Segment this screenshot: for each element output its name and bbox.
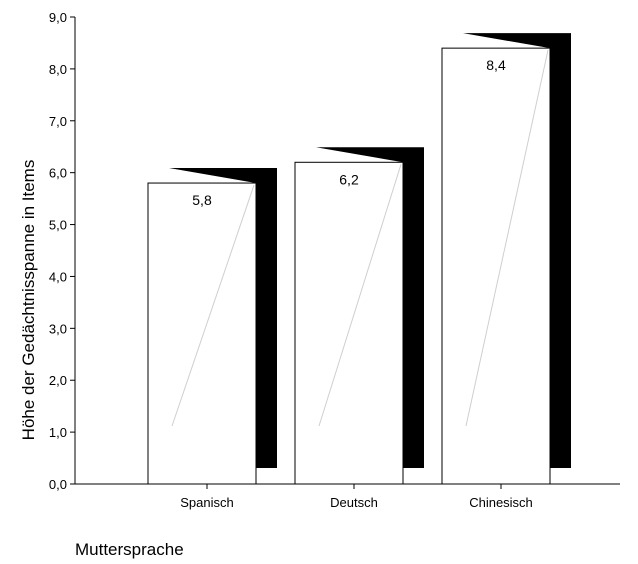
y-tick-label: 5,0: [49, 218, 67, 233]
category-label: Deutsch: [330, 495, 378, 510]
y-tick-label: 4,0: [49, 269, 67, 284]
bar-highlight-line: [465, 50, 549, 427]
data-label: 6,2: [339, 171, 359, 187]
category-label: Spanisch: [180, 495, 233, 510]
y-tick-label: 9,0: [49, 10, 67, 25]
y-tick-label: 7,0: [49, 114, 67, 129]
y-tick-label: 8,0: [49, 62, 67, 77]
y-tick-label: 1,0: [49, 425, 67, 440]
bar: [441, 47, 551, 485]
y-axis-title: Höhe der Gedächtnisspanne in Items: [19, 160, 38, 441]
bars: 5,8 Spanisch 6,2 Deutsch 8,4 Chinesisch: [147, 33, 571, 510]
bar-shadow: [169, 168, 277, 469]
data-label: 5,8: [192, 192, 212, 208]
bar-shadow: [463, 33, 571, 469]
bar-highlight-line: [171, 184, 255, 427]
bar-shadow: [316, 147, 424, 469]
category-label: Chinesisch: [469, 495, 533, 510]
y-tick-label: 3,0: [49, 321, 67, 336]
data-label: 8,4: [486, 57, 506, 73]
bar-highlight-line: [318, 164, 402, 427]
y-tick-label: 6,0: [49, 166, 67, 181]
y-axis-ticks: 0,0 1,0 2,0 3,0 4,0 5,0 6,0 7,0 8,0 9,0: [49, 10, 75, 492]
x-axis-title: Muttersprache: [75, 540, 184, 559]
y-tick-label: 2,0: [49, 373, 67, 388]
y-tick-label: 0,0: [49, 477, 67, 492]
